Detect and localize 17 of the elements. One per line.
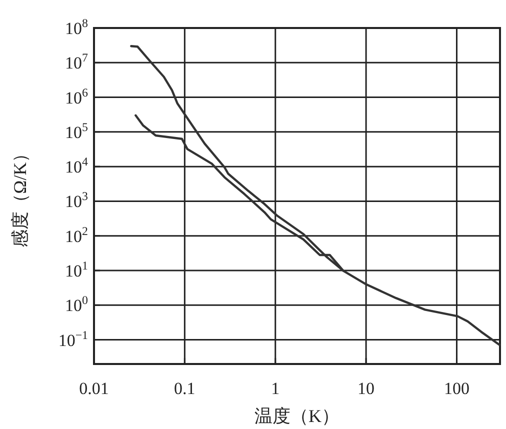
x-tick-label: 100 [444,379,470,398]
y-tick-label: 10$^{6}$ [65,85,88,108]
y-tick-label: 10$^{8}$ [65,16,88,38]
y-tick-label: 10$^{−1}$ [58,328,88,350]
x-tick-label: 0.01 [79,379,109,398]
y-tick-label: 10$^{1}$ [65,258,88,280]
x-tick-label: 1 [271,379,280,398]
y-tick-label: 10$^{7}$ [65,50,88,73]
y-tick-label: 10$^{2}$ [65,224,88,246]
y-tick-label: 10$^{3}$ [65,189,88,212]
y-tick-label: 10$^{5}$ [65,120,88,142]
y-axis-title: 感度（Ω/K） [10,144,30,248]
x-tick-label: 0.1 [174,379,196,398]
y-tick-label: 10$^{0}$ [65,293,88,316]
x-axis-title: 温度（K） [254,406,340,426]
x-tick-label: 10 [358,379,375,398]
y-tick-label: 10$^{4}$ [65,154,88,177]
